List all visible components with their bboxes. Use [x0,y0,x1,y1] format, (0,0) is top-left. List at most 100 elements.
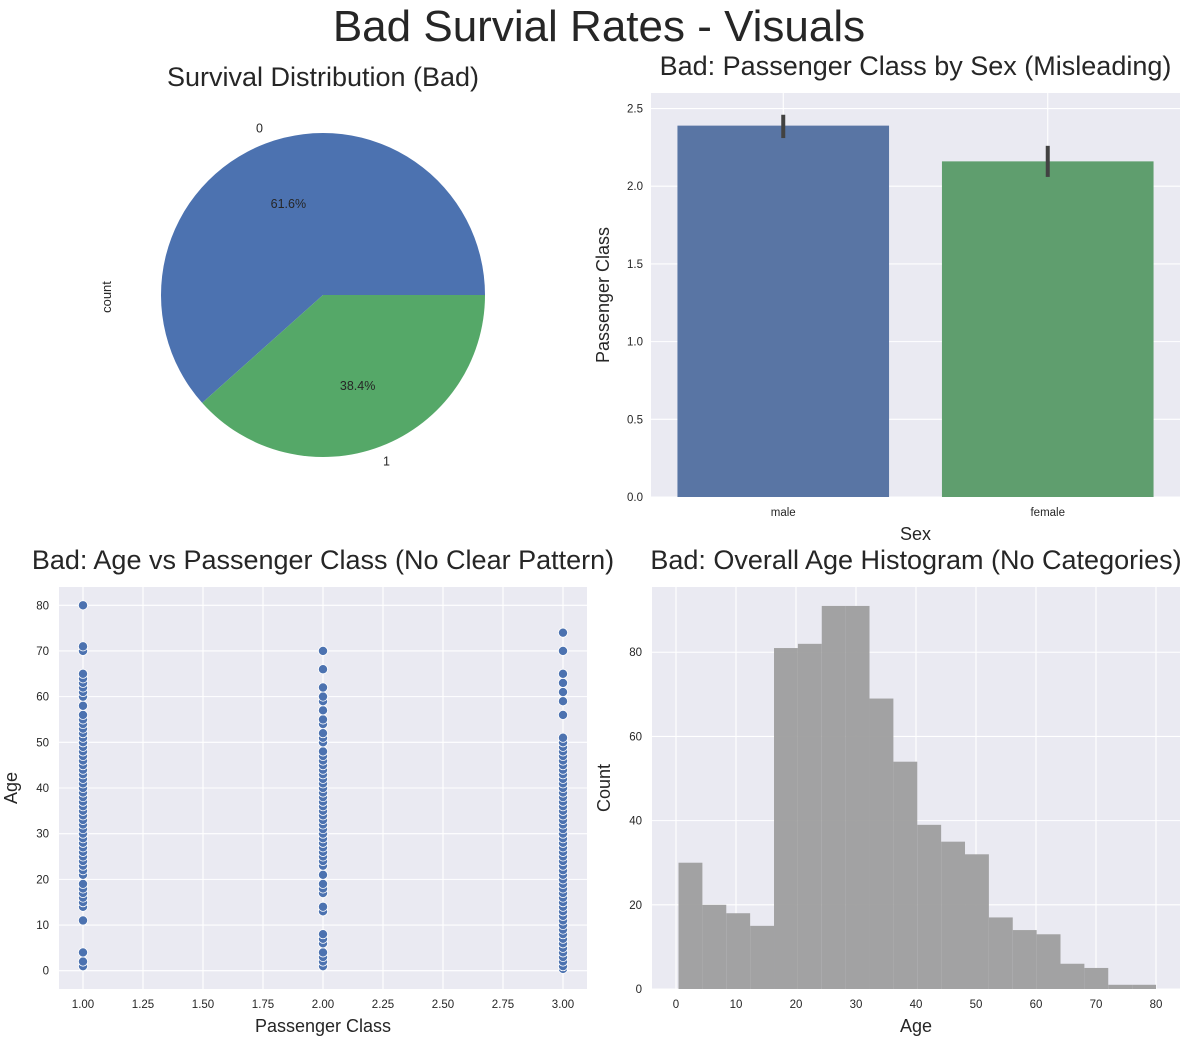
scatter-xlabel: Passenger Class [255,1016,391,1036]
sexbar-title: Bad: Passenger Class by Sex (Misleading) [660,51,1172,81]
scatter-ytick-label: 40 [36,783,49,795]
scatter-point [317,947,328,958]
sexbar-xtick-label-male: male [771,507,796,519]
pie-category-label-1: 1 [383,454,390,468]
hist-ylabel: Count [594,764,614,812]
hist-bar [845,605,870,989]
pie-slice-1 [202,295,485,457]
hist-bar [797,643,822,989]
scatter-ytick-label: 70 [36,646,49,658]
scatter-point [78,700,89,711]
scatter-xtick-label: 1.00 [72,999,94,1011]
hist-ytick-label: 40 [629,816,642,828]
hist-xtick-label: 50 [970,999,983,1011]
hist-ytick-label: 0 [636,984,642,996]
scatter-point [558,677,569,688]
hist-bar [1012,930,1037,989]
scatter-point [78,878,89,889]
hist-bar [702,904,727,989]
pie-title: Survival Distribution (Bad) [167,62,479,92]
scatter-point [558,696,569,707]
scatter-point [558,687,569,698]
hist-bar [941,841,966,989]
hist-xtick-label: 80 [1150,999,1163,1011]
hist-bar [678,862,703,989]
pie-ylabel: count [99,281,114,313]
hist-xtick-label: 60 [1030,999,1043,1011]
hist-bar [1108,984,1133,989]
hist-xtick-label: 40 [910,999,923,1011]
scatter-point [78,947,89,958]
pie-category-label-0: 0 [256,122,263,136]
scatter-ytick-label: 30 [36,829,49,841]
scatter-point [78,915,89,926]
hist-xtick-label: 20 [790,999,803,1011]
hist-xtick-label: 10 [730,999,743,1011]
scatter-point [78,956,89,967]
pie-percent-label-1: 38.4% [340,379,375,393]
hist-bar [965,854,989,989]
scatter-point [78,668,89,679]
sexbar-ytick-label: 1.5 [627,259,643,271]
scatter-point [317,645,328,656]
scatter-xtick-label: 1.50 [192,999,214,1011]
hist-bar [1132,984,1156,989]
figure-title: Bad Survial Rates - Visuals [332,2,866,51]
scatter-ylabel: Age [1,772,21,804]
scatter-point [317,682,328,693]
hist-bar [726,913,751,989]
scatter-point [317,901,328,912]
hist-ytick-label: 60 [629,731,642,743]
hist-bar [917,824,942,989]
scatter-point [317,929,328,940]
scatter-point [78,709,89,720]
scatter-ytick-label: 10 [36,920,49,932]
scatter-xtick-label: 2.50 [432,999,454,1011]
sexbar-xtick-label-female: female [1030,507,1065,519]
scatter-title: Bad: Age vs Passenger Class (No Clear Pa… [32,545,614,575]
hist-bar [774,648,798,989]
hist-bar [750,925,775,989]
scatter-point [317,869,328,880]
scatter-ytick-label: 20 [36,874,49,886]
hist-bar [988,917,1013,989]
scatter-xtick-label: 2.25 [372,999,394,1011]
sexbar-bar-male [677,125,890,497]
pie-percent-label-0: 61.6% [271,197,306,211]
sexbar-ytick-label: 2.0 [627,181,643,193]
hist-bar [893,761,918,989]
hist-bar [1036,934,1061,989]
scatter-point [558,668,569,679]
scatter-point [558,709,569,720]
hist-bar [869,698,894,989]
scatter-point [558,732,569,743]
scatter-xtick-label: 2.00 [312,999,334,1011]
sexbar-ytick-label: 0.5 [627,414,643,426]
scatter-point [317,705,328,716]
hist-bar [821,605,846,989]
scatter-xtick-label: 3.00 [552,999,574,1011]
scatter-point [317,691,328,702]
scatter-xtick-label: 1.25 [132,999,154,1011]
scatter-point [558,645,569,656]
scatter-xtick-label: 1.75 [252,999,274,1011]
sexbar-ylabel: Passenger Class [593,227,613,363]
hist-xtick-label: 30 [850,999,863,1011]
hist-ytick-label: 80 [629,647,642,659]
hist-bar [1084,967,1109,989]
scatter-point [317,728,328,739]
scatter-point [78,600,89,611]
scatter-point [317,878,328,889]
hist-xlabel: Age [900,1016,932,1036]
scatter-ytick-label: 60 [36,692,49,704]
scatter-point [317,746,328,757]
hist-xtick-label: 0 [673,999,679,1011]
hist-bar [1060,963,1085,989]
sexbar-ytick-label: 2.5 [627,104,643,116]
scatter-ytick-label: 0 [43,966,49,978]
sexbar-ytick-label: 1.0 [627,337,643,349]
scatter-point [78,641,89,652]
scatter-ytick-label: 50 [36,737,49,749]
